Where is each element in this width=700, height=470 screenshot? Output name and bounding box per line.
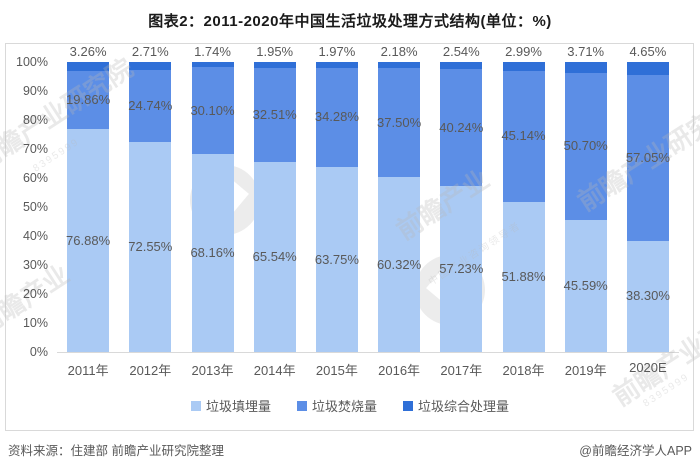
data-label: 72.55%	[128, 238, 173, 254]
x-axis-label: 2016年	[378, 363, 421, 378]
data-label: 24.74%	[128, 97, 173, 113]
x-axis-label: 2019年	[564, 363, 607, 378]
data-label: 45.14%	[501, 128, 546, 144]
data-label: 34.28%	[314, 109, 359, 125]
data-label: 2.71%	[131, 44, 169, 59]
x-axis-label: 2015年	[315, 363, 358, 378]
y-axis-tick: 70%	[22, 142, 48, 156]
data-label: 2.99%	[505, 44, 542, 59]
data-label: 50.70%	[563, 138, 608, 154]
data-label: 45.59%	[563, 277, 608, 293]
bar-segment-垃圾焚烧量-2020E	[626, 75, 669, 241]
y-axis-tick: 60%	[22, 171, 48, 185]
data-label: 60.32%	[377, 256, 422, 272]
bar-segment-垃圾填埋量-2019年	[564, 219, 607, 352]
bar-segment-垃圾焚烧量-2018年	[502, 70, 545, 202]
source-note: 资料来源：住建部 前瞻产业研究院整理	[8, 444, 224, 458]
bar-segment-垃圾填埋量-2015年	[315, 167, 358, 352]
data-label: 2.18%	[380, 44, 418, 59]
bar-segment-垃圾焚烧量-2013年	[191, 67, 234, 155]
bar-segment-垃圾综合处理量-2014年	[253, 62, 296, 68]
x-axis-label: 2017年	[440, 363, 483, 378]
legend-item-垃圾焚烧量: 垃圾焚烧量	[296, 396, 377, 415]
bar-segment-垃圾焚烧量-2017年	[440, 69, 483, 187]
x-axis-label: 2011年	[67, 363, 109, 378]
data-label: 1.97%	[318, 44, 356, 59]
data-label: 57.23%	[439, 261, 484, 277]
bar-segment-垃圾综合处理量-2017年	[440, 61, 483, 70]
legend-swatch	[190, 400, 201, 411]
bar-segment-垃圾综合处理量-2020E	[626, 62, 669, 76]
y-axis-tick: 90%	[22, 84, 48, 98]
bar-segment-垃圾填埋量-2014年	[253, 161, 296, 352]
y-axis-tick: 80%	[22, 113, 48, 127]
bar-segment-垃圾填埋量-2018年	[502, 201, 545, 352]
bar-segment-垃圾焚烧量-2016年	[378, 68, 421, 178]
bar-segment-垃圾综合处理量-2011年	[67, 62, 110, 72]
x-axis-label: 2013年	[191, 363, 234, 378]
y-axis-tick: 30%	[22, 258, 48, 272]
bar-segment-垃圾焚烧量-2015年	[315, 67, 358, 168]
x-axis-label: 2014年	[253, 363, 296, 378]
data-label: 38.30%	[625, 288, 670, 304]
legend-item-垃圾综合处理量: 垃圾综合处理量	[403, 396, 509, 415]
bar-segment-垃圾填埋量-2016年	[378, 177, 421, 352]
data-label: 63.75%	[314, 251, 359, 267]
legend-label: 垃圾综合处理量	[418, 399, 510, 414]
y-axis-tick: 10%	[22, 316, 48, 330]
data-label: 57.05%	[625, 150, 670, 166]
bar-segment-垃圾焚烧量-2019年	[564, 72, 607, 220]
data-label: 1.95%	[256, 44, 294, 59]
y-axis-tick: 20%	[22, 287, 48, 301]
legend-swatch	[296, 400, 307, 411]
bar-segment-垃圾焚烧量-2014年	[253, 67, 296, 162]
bar-segment-垃圾填埋量-2013年	[191, 154, 234, 352]
x-axis-label: 2018年	[502, 363, 545, 378]
bar-segment-垃圾综合处理量-2019年	[564, 62, 607, 73]
data-label: 1.74%	[194, 44, 231, 59]
bar-segment-垃圾综合处理量-2018年	[502, 61, 545, 71]
bar-segment-垃圾综合处理量-2016年	[378, 62, 421, 69]
y-axis-tick: 50%	[22, 200, 48, 214]
y-axis-tick: 100%	[16, 55, 48, 69]
data-label: 51.88%	[501, 268, 546, 284]
bar-segment-垃圾填埋量-2017年	[440, 186, 483, 352]
x-axis-line	[57, 352, 679, 353]
bar-segment-垃圾填埋量-2020E	[626, 240, 669, 352]
y-axis-tick: 0%	[29, 345, 48, 359]
bar-segment-垃圾填埋量-2011年	[67, 129, 110, 352]
bar-segment-垃圾焚烧量-2011年	[67, 71, 110, 130]
y-axis-tick: 40%	[22, 229, 48, 243]
data-label: 32.51%	[252, 106, 297, 122]
bar-segment-垃圾焚烧量-2012年	[129, 69, 172, 142]
bar-segment-垃圾填埋量-2012年	[129, 141, 172, 352]
legend-swatch	[403, 400, 413, 411]
data-label: 4.65%	[629, 44, 667, 59]
bar-segment-垃圾综合处理量-2015年	[315, 62, 358, 68]
credit-note: @前瞻经济学人APP	[579, 444, 692, 458]
legend-item-垃圾填埋量: 垃圾填埋量	[190, 396, 271, 415]
x-axis-label: 2012年	[129, 363, 172, 378]
data-label: 3.26%	[69, 44, 107, 59]
data-label: 2.54%	[442, 44, 480, 59]
bar-segment-垃圾综合处理量-2012年	[129, 62, 172, 70]
data-label: 76.88%	[66, 232, 111, 248]
data-label: 3.71%	[567, 44, 605, 59]
legend-label: 垃圾焚烧量	[311, 399, 377, 414]
data-label: 37.50%	[377, 114, 422, 130]
legend-label: 垃圾填埋量	[205, 399, 271, 414]
data-label: 40.24%	[439, 119, 484, 135]
x-axis-label: 2020E	[629, 360, 667, 375]
bar-segment-垃圾综合处理量-2013年	[191, 62, 234, 68]
data-label: 30.10%	[190, 102, 235, 118]
data-label: 19.86%	[66, 92, 111, 108]
chart-title: 图表2：2011-2020年中国生活垃圾处理方式结构(单位：%)	[148, 13, 552, 30]
chart-legend: 垃圾填埋量 垃圾焚烧量 垃圾综合处理量	[0, 396, 700, 415]
data-label: 65.54%	[252, 248, 297, 264]
data-label: 68.16%	[190, 245, 235, 261]
